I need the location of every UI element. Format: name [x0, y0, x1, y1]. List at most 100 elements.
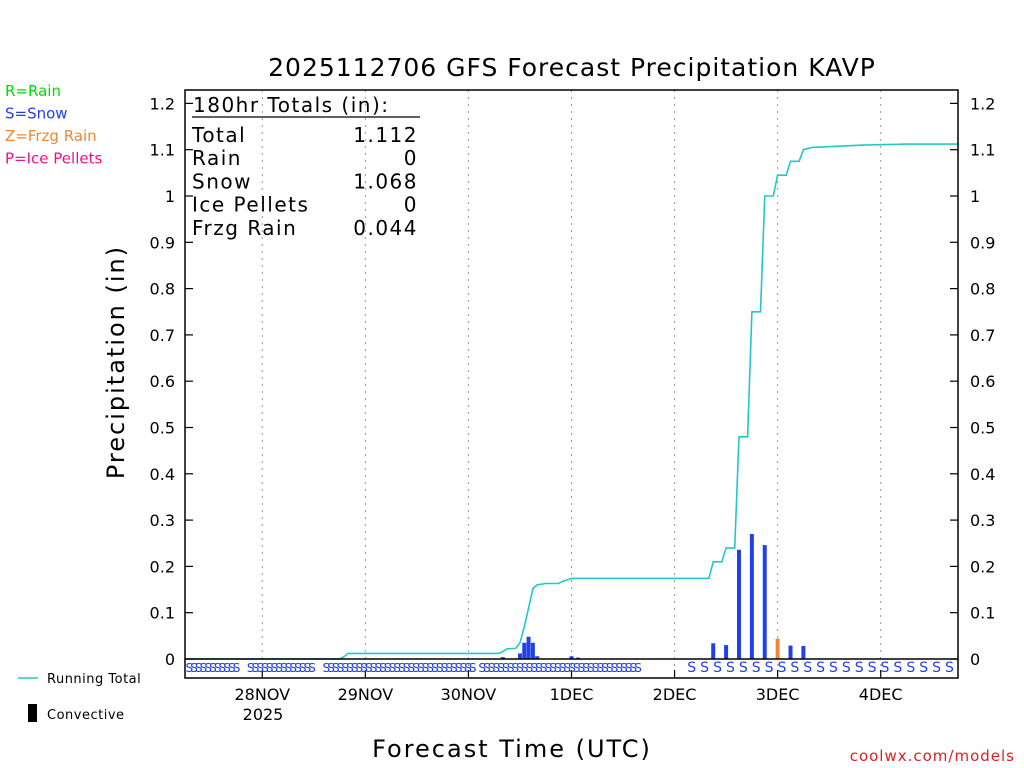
ptype-letter: S	[214, 661, 222, 675]
watermark: coolwx.com/models	[850, 747, 1015, 765]
ptype-letter: S	[687, 660, 696, 676]
chart-title: 2025112706 GFS Forecast Precipitation KA…	[268, 53, 876, 82]
ptype-letter: S	[219, 661, 227, 675]
totals-label: Frzg Rain	[192, 216, 297, 240]
ptype-letter: S	[587, 661, 595, 675]
totals-value: 1.068	[353, 169, 418, 193]
convective-legend-label: Convective	[47, 708, 125, 723]
ptype-letter: S	[351, 661, 359, 675]
y-tick-label-right: 0.6	[970, 372, 995, 391]
precip-bar-S	[801, 646, 806, 659]
precip-bar-Z	[775, 638, 780, 659]
ptype-letter: S	[261, 661, 269, 675]
x-tick-label-2DEC: 2DEC	[653, 685, 697, 704]
ptype-letter: S	[441, 661, 449, 675]
ptype-letter: S	[582, 661, 590, 675]
y-tick-label-right: 0.9	[970, 233, 995, 252]
ptype-letter: S	[204, 661, 212, 675]
ptype-letter: S	[630, 661, 638, 675]
legend-rain: R=Rain	[5, 82, 61, 100]
y-tick-label-right: 0.8	[970, 280, 995, 299]
precip-bar-S	[749, 533, 754, 659]
ptype-letter: S	[252, 661, 260, 675]
ptype-letter: S	[209, 661, 217, 675]
y-tick-label-left: 0.6	[150, 372, 175, 391]
ptype-letter: S	[906, 660, 915, 676]
x-tick-label-28NOV: 28NOV	[235, 685, 291, 704]
precip-bar-S	[500, 657, 505, 659]
y-axis-label: Precipitation (in)	[102, 245, 130, 479]
ptype-letter: S	[478, 661, 486, 675]
ptype-letter: S	[700, 660, 709, 676]
ptype-letter: S	[247, 661, 255, 675]
legend-snow: S=Snow	[5, 105, 68, 123]
ptype-legend: R=Rain S=Snow Z=Frzg Rain P=Ice Pellets	[5, 82, 102, 168]
ptype-letter: S	[379, 661, 387, 675]
ptype-letter: S	[549, 661, 557, 675]
left-y-axis: 0 0.1 0.2 0.3 0.4 0.5 0.6 0.7 0.8 0.9 1 1.1 1.2	[150, 94, 193, 669]
y-tick-label-left: 0.3	[150, 511, 175, 530]
ptype-letter: S	[816, 660, 825, 676]
ptype-letter: S	[275, 661, 283, 675]
y-tick-label-right: 0.4	[970, 465, 995, 484]
ptype-letter: S	[195, 661, 203, 675]
ptype-letter: S	[304, 661, 312, 675]
ptype-letter: S	[620, 661, 628, 675]
precip-bar-S	[569, 656, 574, 659]
ptype-letter: S	[497, 661, 505, 675]
precip-bar-S	[535, 656, 540, 659]
ptype-letter: S	[422, 661, 430, 675]
running-total-line	[185, 143, 958, 660]
x-tick-label-1DEC: 1DEC	[550, 685, 594, 704]
x-axis-label: Forecast Time (UTC)	[372, 735, 652, 763]
ptype-letter: S	[393, 661, 401, 675]
ptype-letter: S	[332, 661, 340, 675]
ptype-letter: S	[765, 660, 774, 676]
precip-bar-S	[517, 653, 522, 659]
bars-group	[500, 533, 806, 660]
ptype-letter: S	[752, 660, 761, 676]
y-tick-label-right: 0.2	[970, 557, 995, 576]
ptype-letter: S	[228, 661, 236, 675]
ptype-letter: S	[919, 660, 928, 676]
ptype-letter: S	[713, 660, 722, 676]
y-tick-label-left: 0.1	[150, 604, 175, 623]
ptype-letter: S	[726, 660, 735, 676]
totals-label: Ice Pellets	[192, 193, 309, 217]
ptype-letter: S	[516, 661, 524, 675]
ptype-letter: S	[266, 661, 274, 675]
ptype-letter: S	[341, 661, 349, 675]
ptype-letter: S	[615, 661, 623, 675]
precip-bar-S	[724, 645, 729, 659]
ptype-letter: S	[408, 661, 416, 675]
y-tick-label-right: 0.7	[970, 326, 995, 345]
ptype-letter: S	[322, 661, 330, 675]
precip-bar-S	[530, 642, 535, 659]
ptype-letter: S	[190, 661, 198, 675]
ptype-letter: S	[289, 661, 297, 675]
year-label: 2025	[243, 705, 284, 724]
ptype-letter: S	[308, 661, 316, 675]
y-tick-label-right: 0.3	[970, 511, 995, 530]
ptype-letter: S	[488, 661, 496, 675]
ptype-letter: S	[803, 660, 812, 676]
y-tick-label-right: 1	[970, 187, 980, 206]
precip-bar-S	[526, 636, 531, 659]
ptype-letter: S	[493, 661, 501, 675]
x-tick-label-4DEC: 4DEC	[859, 685, 903, 704]
ptype-letter: S	[256, 661, 264, 675]
precip-bar-S	[762, 545, 767, 659]
ptype-letter: S	[596, 661, 604, 675]
totals-header: 180hr Totals (in):	[193, 93, 390, 117]
ptype-letter: S	[868, 660, 877, 676]
ptype-letter: S	[412, 661, 420, 675]
precip-bar-S	[711, 643, 716, 659]
y-tick-label-left: 0.7	[150, 326, 175, 345]
x-axis: 28NOV 29NOV 30NOV 1DEC 2DEC 3DEC 4DEC	[235, 670, 903, 704]
ptype-letter: S	[200, 661, 208, 675]
ptype-letter: S	[544, 661, 552, 675]
x-tick-label-29NOV: 29NOV	[338, 685, 394, 704]
ptype-letter: S	[507, 661, 515, 675]
